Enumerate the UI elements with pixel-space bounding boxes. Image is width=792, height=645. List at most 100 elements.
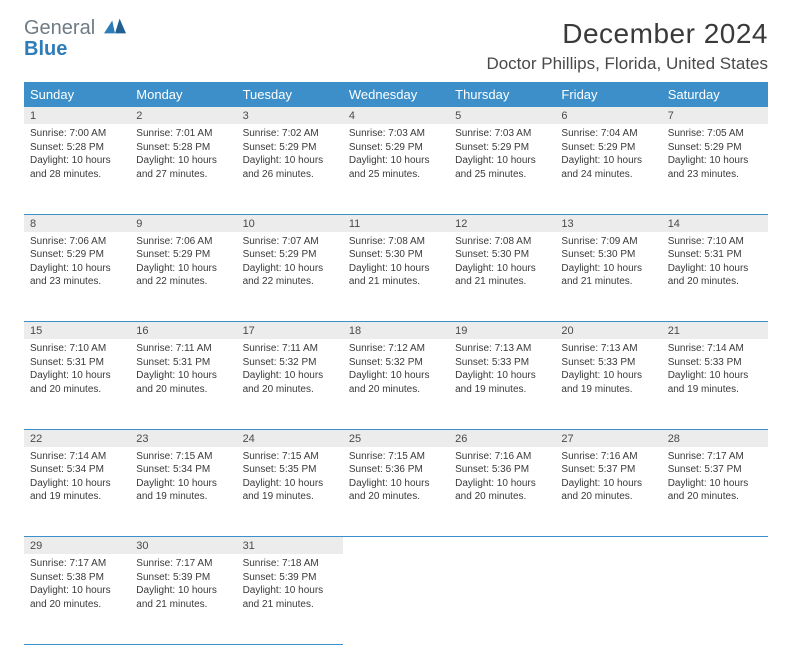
daylight-text: Daylight: 10 hours and 19 minutes.	[668, 369, 762, 396]
day-content-row: Sunrise: 7:17 AMSunset: 5:38 PMDaylight:…	[24, 554, 768, 644]
logo-mark-icon	[104, 18, 126, 34]
daylight-text: Daylight: 10 hours and 26 minutes.	[243, 154, 337, 181]
sunset-text: Sunset: 5:30 PM	[349, 248, 443, 262]
sunrise-text: Sunrise: 7:06 AM	[30, 235, 124, 249]
daylight-text: Daylight: 10 hours and 20 minutes.	[136, 369, 230, 396]
sunrise-text: Sunrise: 7:17 AM	[30, 557, 124, 571]
day-cell: Sunrise: 7:09 AMSunset: 5:30 PMDaylight:…	[555, 232, 661, 322]
sunrise-text: Sunrise: 7:03 AM	[349, 127, 443, 141]
day-content-row: Sunrise: 7:10 AMSunset: 5:31 PMDaylight:…	[24, 339, 768, 429]
sunrise-text: Sunrise: 7:14 AM	[668, 342, 762, 356]
page-title: December 2024	[486, 18, 768, 50]
sunrise-text: Sunrise: 7:05 AM	[668, 127, 762, 141]
day-number: 2	[130, 107, 236, 124]
day-cell: Sunrise: 7:05 AMSunset: 5:29 PMDaylight:…	[662, 124, 768, 214]
day-cell: Sunrise: 7:17 AMSunset: 5:38 PMDaylight:…	[24, 554, 130, 644]
day-number: 24	[237, 429, 343, 447]
weekday-header: Wednesday	[343, 82, 449, 107]
daylight-text: Daylight: 10 hours and 20 minutes.	[243, 369, 337, 396]
day-number: 9	[130, 214, 236, 232]
daylight-text: Daylight: 10 hours and 21 minutes.	[243, 584, 337, 611]
day-number-row: 891011121314	[24, 214, 768, 232]
sunrise-text: Sunrise: 7:09 AM	[561, 235, 655, 249]
day-cell: Sunrise: 7:10 AMSunset: 5:31 PMDaylight:…	[662, 232, 768, 322]
weekday-header: Saturday	[662, 82, 768, 107]
daylight-text: Daylight: 10 hours and 25 minutes.	[349, 154, 443, 181]
day-number: 8	[24, 214, 130, 232]
day-number: 17	[237, 322, 343, 340]
sunset-text: Sunset: 5:29 PM	[30, 248, 124, 262]
daylight-text: Daylight: 10 hours and 25 minutes.	[455, 154, 549, 181]
sunrise-text: Sunrise: 7:18 AM	[243, 557, 337, 571]
day-number: 22	[24, 429, 130, 447]
sunset-text: Sunset: 5:36 PM	[455, 463, 549, 477]
sunset-text: Sunset: 5:30 PM	[455, 248, 549, 262]
weekday-header: Friday	[555, 82, 661, 107]
sunrise-text: Sunrise: 7:02 AM	[243, 127, 337, 141]
day-cell	[449, 554, 555, 644]
day-cell	[662, 554, 768, 644]
sunset-text: Sunset: 5:36 PM	[349, 463, 443, 477]
daylight-text: Daylight: 10 hours and 28 minutes.	[30, 154, 124, 181]
sunrise-text: Sunrise: 7:03 AM	[455, 127, 549, 141]
sunrise-text: Sunrise: 7:00 AM	[30, 127, 124, 141]
daylight-text: Daylight: 10 hours and 19 minutes.	[455, 369, 549, 396]
day-cell: Sunrise: 7:08 AMSunset: 5:30 PMDaylight:…	[343, 232, 449, 322]
sunset-text: Sunset: 5:31 PM	[30, 356, 124, 370]
day-number: 28	[662, 429, 768, 447]
day-number: 30	[130, 537, 236, 555]
day-number: 1	[24, 107, 130, 124]
day-number: 13	[555, 214, 661, 232]
sunrise-text: Sunrise: 7:10 AM	[30, 342, 124, 356]
sunset-text: Sunset: 5:29 PM	[243, 141, 337, 155]
day-cell: Sunrise: 7:12 AMSunset: 5:32 PMDaylight:…	[343, 339, 449, 429]
sunset-text: Sunset: 5:39 PM	[136, 571, 230, 585]
sunrise-text: Sunrise: 7:12 AM	[349, 342, 443, 356]
sunrise-text: Sunrise: 7:07 AM	[243, 235, 337, 249]
daylight-text: Daylight: 10 hours and 21 minutes.	[561, 262, 655, 289]
day-number: 12	[449, 214, 555, 232]
day-number: 25	[343, 429, 449, 447]
day-number: 15	[24, 322, 130, 340]
daylight-text: Daylight: 10 hours and 19 minutes.	[30, 477, 124, 504]
day-number: 26	[449, 429, 555, 447]
daylight-text: Daylight: 10 hours and 19 minutes.	[243, 477, 337, 504]
day-cell: Sunrise: 7:08 AMSunset: 5:30 PMDaylight:…	[449, 232, 555, 322]
sunset-text: Sunset: 5:28 PM	[30, 141, 124, 155]
day-number: 29	[24, 537, 130, 555]
weekday-header: Thursday	[449, 82, 555, 107]
day-cell: Sunrise: 7:11 AMSunset: 5:32 PMDaylight:…	[237, 339, 343, 429]
sunset-text: Sunset: 5:33 PM	[455, 356, 549, 370]
day-cell	[343, 554, 449, 644]
daylight-text: Daylight: 10 hours and 19 minutes.	[561, 369, 655, 396]
day-number: 4	[343, 107, 449, 124]
location-text: Doctor Phillips, Florida, United States	[486, 54, 768, 74]
day-number-row: 1234567	[24, 107, 768, 124]
day-number-row: 293031	[24, 537, 768, 555]
daylight-text: Daylight: 10 hours and 22 minutes.	[243, 262, 337, 289]
day-cell: Sunrise: 7:17 AMSunset: 5:39 PMDaylight:…	[130, 554, 236, 644]
sunrise-text: Sunrise: 7:11 AM	[243, 342, 337, 356]
daylight-text: Daylight: 10 hours and 21 minutes.	[455, 262, 549, 289]
day-cell: Sunrise: 7:16 AMSunset: 5:37 PMDaylight:…	[555, 447, 661, 537]
daylight-text: Daylight: 10 hours and 23 minutes.	[30, 262, 124, 289]
day-cell: Sunrise: 7:06 AMSunset: 5:29 PMDaylight:…	[130, 232, 236, 322]
sunrise-text: Sunrise: 7:16 AM	[561, 450, 655, 464]
day-content-row: Sunrise: 7:06 AMSunset: 5:29 PMDaylight:…	[24, 232, 768, 322]
sunrise-text: Sunrise: 7:13 AM	[561, 342, 655, 356]
day-number: 20	[555, 322, 661, 340]
day-cell: Sunrise: 7:07 AMSunset: 5:29 PMDaylight:…	[237, 232, 343, 322]
day-content-row: Sunrise: 7:14 AMSunset: 5:34 PMDaylight:…	[24, 447, 768, 537]
daylight-text: Daylight: 10 hours and 20 minutes.	[349, 477, 443, 504]
day-number: 18	[343, 322, 449, 340]
day-cell	[555, 554, 661, 644]
day-cell: Sunrise: 7:02 AMSunset: 5:29 PMDaylight:…	[237, 124, 343, 214]
sunset-text: Sunset: 5:30 PM	[561, 248, 655, 262]
sunrise-text: Sunrise: 7:17 AM	[668, 450, 762, 464]
day-number	[449, 537, 555, 555]
daylight-text: Daylight: 10 hours and 23 minutes.	[668, 154, 762, 181]
sunrise-text: Sunrise: 7:17 AM	[136, 557, 230, 571]
day-number: 31	[237, 537, 343, 555]
sunset-text: Sunset: 5:31 PM	[136, 356, 230, 370]
day-cell: Sunrise: 7:03 AMSunset: 5:29 PMDaylight:…	[449, 124, 555, 214]
